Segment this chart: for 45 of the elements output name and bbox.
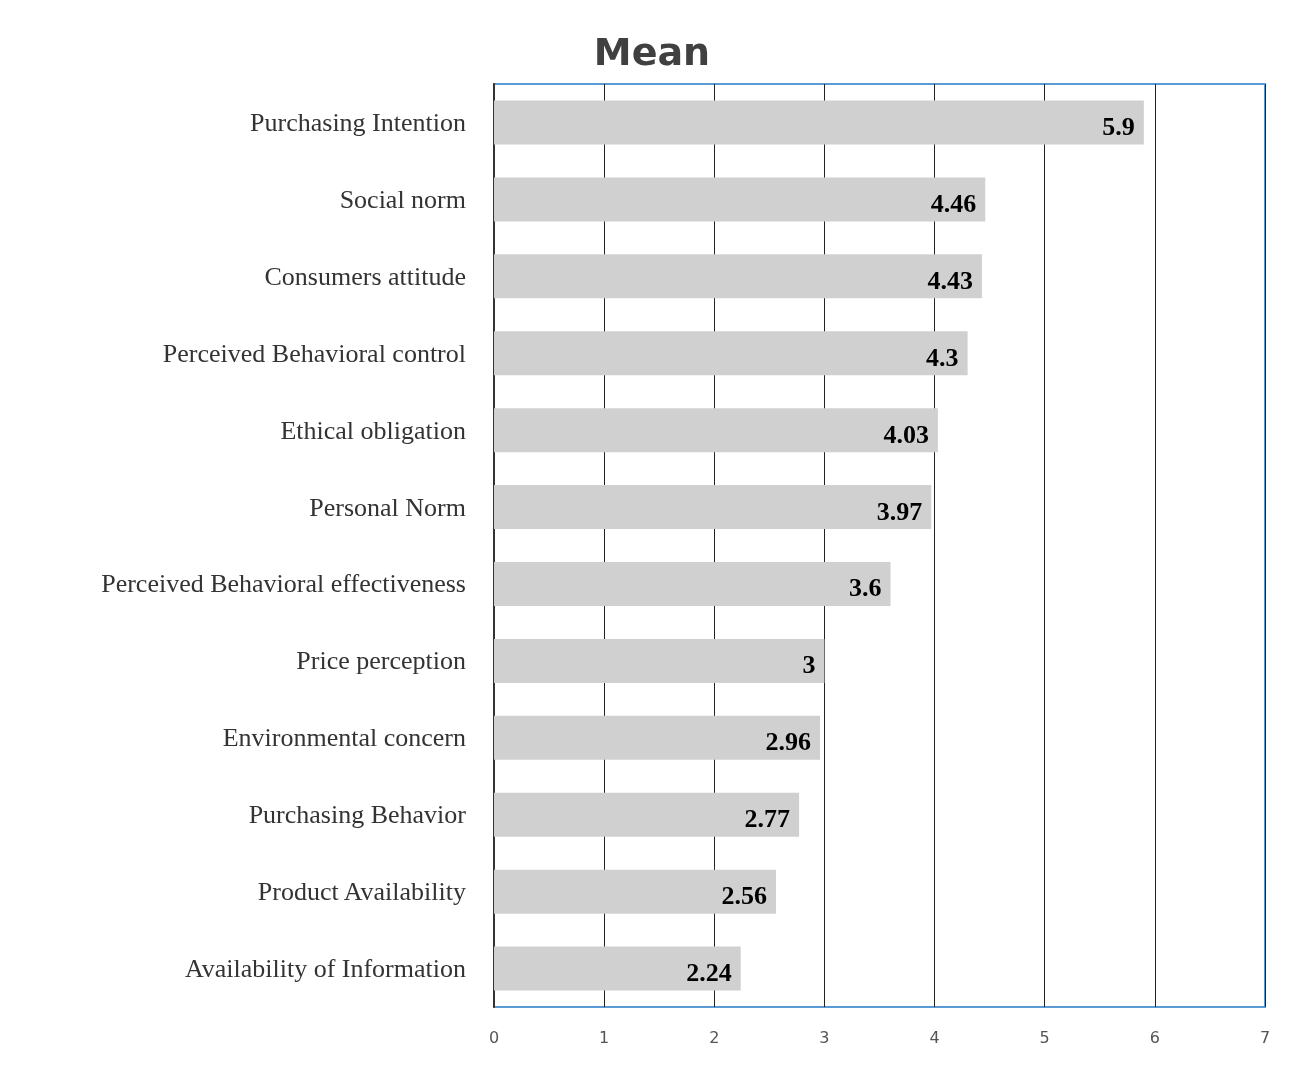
bar: [494, 485, 932, 530]
data-label: 3.97: [876, 496, 923, 526]
y-tick-label: Price perception: [296, 646, 466, 676]
bar: [494, 792, 800, 837]
bar: [494, 408, 938, 453]
data-label: 4.43: [927, 265, 973, 295]
x-tick-label: 0: [488, 1027, 500, 1047]
bar: [494, 638, 825, 683]
data-label: 3: [802, 650, 816, 680]
bar: [494, 715, 821, 760]
bar: [494, 561, 891, 606]
y-tick-label: Purchasing Intention: [250, 107, 466, 137]
y-tick-label: Ethical obligation: [280, 415, 466, 445]
data-label: 2.77: [744, 804, 791, 834]
y-tick-label: Social norm: [339, 184, 466, 214]
y-tick-label: Purchasing Behavior: [248, 800, 467, 830]
y-tick-label: Availability of Information: [184, 954, 466, 984]
data-label: 2.56: [721, 881, 767, 911]
bar: [494, 946, 741, 991]
y-tick-label: Personal Norm: [309, 492, 466, 522]
y-tick-label: Consumers attitude: [264, 261, 466, 291]
y-tick-label: Perceived Behavioral effectiveness: [101, 569, 466, 599]
data-label: 5.9: [1102, 111, 1135, 141]
x-tick-label: 6: [1149, 1027, 1160, 1047]
x-tick-label: 5: [1039, 1027, 1050, 1047]
data-label: 2.24: [686, 958, 732, 988]
data-label: 3.6: [849, 573, 882, 603]
data-label: 2.96: [765, 727, 812, 757]
bar: [494, 177, 986, 222]
bar: [494, 331, 968, 376]
data-label: 4.3: [926, 342, 959, 372]
bar: [494, 100, 1144, 145]
y-tick-label: Perceived Behavioral control: [162, 338, 466, 368]
x-tick-label: 7: [1259, 1027, 1271, 1047]
bar: [494, 254, 982, 299]
x-tick-label: 2: [709, 1027, 720, 1047]
y-tick-label: Product Availability: [257, 877, 466, 907]
data-label: 4.46: [930, 188, 977, 218]
bar: [494, 869, 776, 914]
x-tick-label: 4: [929, 1027, 940, 1047]
x-tick-label: 3: [819, 1027, 830, 1047]
chart-title: Mean: [593, 30, 711, 74]
x-tick-label: 1: [599, 1027, 610, 1047]
data-label: 4.03: [883, 419, 929, 449]
y-tick-label: Environmental concern: [222, 723, 466, 753]
